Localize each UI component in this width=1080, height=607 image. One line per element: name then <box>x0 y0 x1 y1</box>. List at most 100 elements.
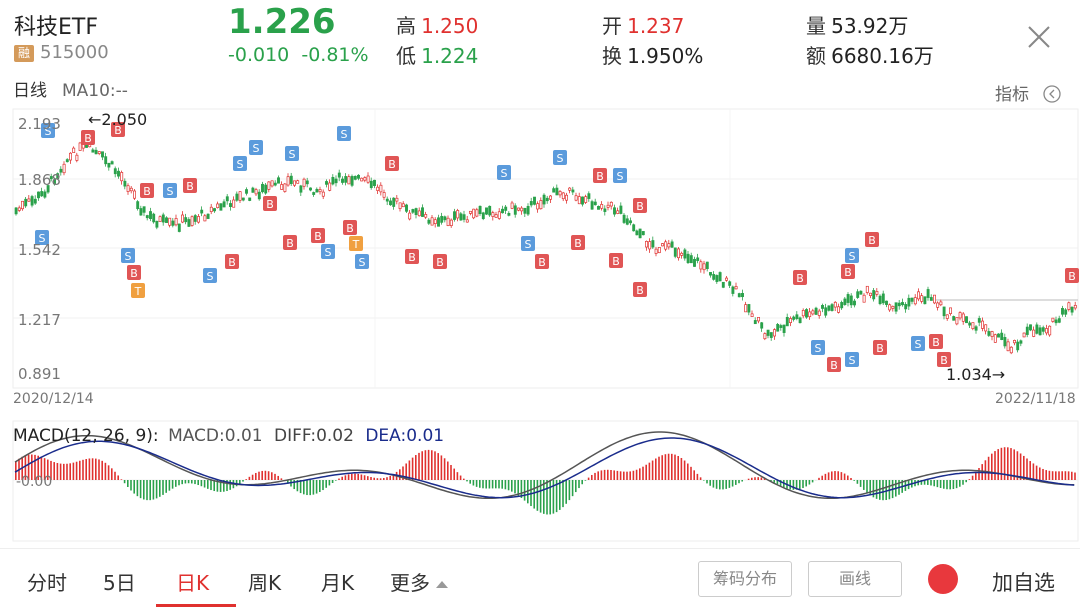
price-tick: 0.891 <box>18 365 61 383</box>
candle-body <box>961 313 965 322</box>
candle-body <box>987 331 991 336</box>
macd-bar <box>66 463 68 480</box>
macd-bar <box>296 480 299 492</box>
macd-bar <box>1064 471 1067 480</box>
macd-bar <box>306 480 308 496</box>
macd-bar <box>450 464 452 480</box>
macd-bar <box>31 454 33 480</box>
macd-bar <box>639 468 641 480</box>
macd-bar <box>59 463 62 480</box>
candle-body <box>165 217 168 223</box>
macd-bar <box>821 475 823 480</box>
macd-bar <box>216 480 219 492</box>
macd-bar <box>677 455 679 480</box>
macd-bar <box>741 480 743 482</box>
signal-marker-label: B <box>186 180 194 193</box>
candle-body <box>62 163 66 174</box>
macd-bar <box>840 472 843 480</box>
candle-body <box>501 208 504 214</box>
candle-body <box>206 213 210 219</box>
volume-stat: 量 53.92万 <box>806 10 908 39</box>
candle-body <box>696 257 700 262</box>
macd-bar <box>715 480 718 489</box>
macd-bar <box>178 480 180 486</box>
candle-body <box>123 180 127 187</box>
candle-body <box>1070 306 1074 313</box>
signal-marker <box>343 220 357 235</box>
tab-intraday[interactable]: 分时 <box>27 571 67 595</box>
signal-marker <box>811 340 825 355</box>
candle-body <box>21 200 24 210</box>
close-icon[interactable] <box>1026 24 1052 50</box>
signal-marker-label: S <box>617 170 624 183</box>
tab-weekly-k[interactable]: 周K <box>248 571 282 595</box>
signal-marker <box>633 198 647 213</box>
candle-body <box>795 314 799 319</box>
tab-more[interactable]: 更多 <box>390 567 449 596</box>
macd-bar <box>1058 471 1060 480</box>
tab-monthly-k[interactable]: 月K <box>321 571 355 595</box>
macd-bar <box>277 475 279 480</box>
candle-body <box>158 216 162 222</box>
chip-distribution-button[interactable]: 筹码分布 <box>698 561 792 597</box>
add-watchlist-button[interactable]: 加自选 <box>992 571 1055 595</box>
macd-bar <box>181 480 183 485</box>
candle-body <box>398 202 402 209</box>
macd-bar <box>610 469 612 480</box>
tab-daily-k[interactable]: 日K <box>176 571 210 595</box>
signal-marker <box>355 254 369 269</box>
macd-bar <box>242 480 244 482</box>
macd-bar <box>1026 458 1028 480</box>
candle-body <box>197 216 200 223</box>
macd-bar <box>344 475 347 480</box>
indicator-toggle-icon[interactable] <box>1043 85 1061 103</box>
candle-body <box>43 191 47 198</box>
macd-bar <box>735 480 737 485</box>
macd-bar <box>1061 471 1063 480</box>
candle-body <box>389 200 392 206</box>
amount-label: 额 <box>806 44 826 68</box>
macd-bar <box>949 480 951 490</box>
macd-bar <box>485 480 487 489</box>
macd-bar <box>635 469 638 480</box>
price-tick: 1.542 <box>18 241 61 259</box>
record-icon[interactable] <box>928 564 958 594</box>
candle-body <box>235 193 239 201</box>
candle-body <box>485 207 488 215</box>
candle-body <box>677 248 680 259</box>
draw-line-button[interactable]: 画线 <box>808 561 902 597</box>
macd-bar <box>696 473 699 480</box>
signal-marker-label: S <box>359 256 366 269</box>
macd-bar <box>226 480 228 492</box>
candle-body <box>936 302 940 308</box>
candle-body <box>33 198 37 204</box>
candle-body <box>1038 327 1042 336</box>
signal-marker <box>233 156 247 171</box>
macd-bar <box>50 460 52 480</box>
signal-marker-label: B <box>636 284 644 297</box>
signal-marker <box>845 248 859 263</box>
macd-bar <box>47 459 49 480</box>
macd-bar <box>431 450 433 480</box>
macd-bar <box>882 480 884 501</box>
candle-body <box>1003 337 1007 347</box>
macd-bar <box>1013 449 1015 480</box>
macd-bar <box>69 463 71 480</box>
macd-bar <box>143 480 145 500</box>
open-value: 1.237 <box>627 14 685 38</box>
signal-marker <box>1065 268 1079 283</box>
indicator-label[interactable]: 指标 <box>995 85 1029 105</box>
candle-body <box>862 294 866 303</box>
macd-bar <box>472 480 475 486</box>
macd-bar <box>152 480 155 500</box>
macd-bar <box>85 459 87 480</box>
signal-marker-label: S <box>557 152 564 165</box>
signal-marker-label: S <box>289 148 296 161</box>
candle-body <box>865 285 869 293</box>
candle-body <box>353 175 357 180</box>
candle-body <box>763 333 767 340</box>
macd-bar <box>43 458 46 480</box>
tab-5day[interactable]: 5日 <box>103 571 136 595</box>
